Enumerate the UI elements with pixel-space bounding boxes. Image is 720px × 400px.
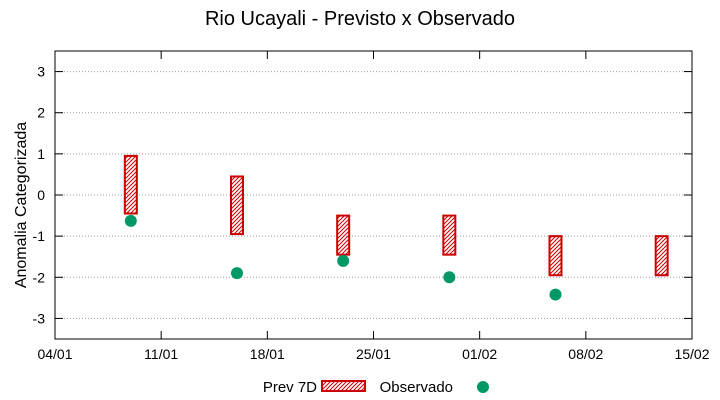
plot-border [54, 50, 693, 340]
y-axis-label: Anomalia Categorizada [13, 122, 30, 288]
chart-title: Rio Ucayali - Previsto x Observado [204, 8, 516, 30]
observed-point [549, 288, 562, 301]
y-tick-label: -3 [33, 310, 46, 326]
y-tick-label: 0 [37, 187, 45, 203]
y-tick-label: -1 [33, 228, 46, 244]
x-tick-label: 18/01 [250, 346, 285, 362]
x-tick-label: 01/02 [462, 346, 497, 362]
forecast-bar [123, 154, 138, 215]
x-tick-label: 15/02 [674, 346, 709, 362]
observed-point [231, 267, 243, 280]
forecast-bar [548, 235, 563, 277]
y-tick-label: 2 [37, 105, 45, 121]
forecast-bar [336, 214, 351, 256]
y-tick-label: 1 [37, 146, 45, 162]
legend-label-observed: Observado [380, 379, 453, 396]
y-tick-label: 3 [37, 64, 45, 80]
legend-label-forecast: Prev 7D [263, 379, 317, 396]
x-tick-label: 25/01 [356, 346, 391, 362]
legend-swatch-observed [477, 381, 489, 393]
forecast-bar [654, 235, 669, 277]
x-tick-label: 11/01 [144, 346, 178, 362]
observed-point [337, 254, 350, 267]
x-tick-label: 08/02 [568, 346, 603, 362]
legend-swatch-forecast [321, 380, 366, 392]
x-tick-label: 04/01 [37, 346, 72, 362]
y-tick-label: -2 [33, 269, 46, 285]
forecast-bar [442, 214, 457, 256]
forecast-bar [230, 175, 244, 236]
observed-point [443, 271, 456, 284]
observed-point [124, 214, 137, 227]
